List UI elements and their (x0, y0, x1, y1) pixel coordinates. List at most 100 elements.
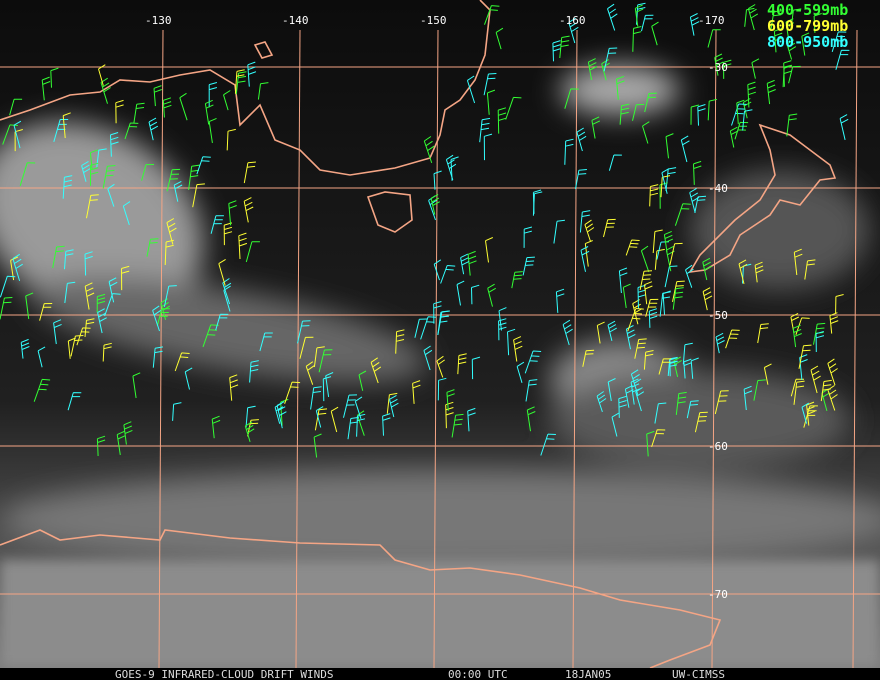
wind-barb (229, 374, 239, 401)
wind-barb (166, 168, 181, 192)
wind-barb (553, 219, 565, 244)
wind-barb (218, 258, 226, 286)
wind-barb (782, 64, 793, 88)
wind-barb (625, 239, 640, 256)
wind-barb (97, 308, 107, 334)
wind-barb (98, 64, 106, 86)
wind-barb (618, 267, 628, 294)
wind-barb (90, 162, 99, 186)
wind-barb (651, 21, 659, 46)
wind-barb (84, 282, 95, 310)
wind-barb (179, 92, 188, 121)
footer-time: 00:00 UTC (448, 668, 508, 680)
wind-barb (166, 218, 177, 245)
wind-barb (152, 305, 161, 332)
wind-barb (667, 356, 678, 376)
wind-barb (757, 323, 769, 344)
wind-barb (686, 400, 699, 419)
wind-barb (584, 219, 595, 242)
wind-barb (682, 342, 693, 365)
wind-barb (196, 156, 211, 175)
wind-barb (804, 259, 816, 280)
wind-barb (747, 81, 756, 108)
footer-source: UW-CIMSS (672, 668, 725, 680)
wind-barb (525, 379, 538, 402)
wind-barb (689, 13, 700, 36)
wind-barb (173, 180, 183, 202)
wind-barb (763, 363, 772, 385)
wind-barb (235, 71, 247, 95)
wind-barb (423, 345, 433, 371)
wind-barb (62, 112, 71, 139)
wind-barb (297, 320, 311, 344)
wind-barb (632, 26, 642, 52)
wind-barb (299, 336, 314, 359)
wind-barb (523, 226, 533, 248)
wind-barb (738, 259, 748, 285)
wind-barb (62, 175, 73, 199)
wind-barb (456, 280, 465, 306)
wind-barb (562, 319, 573, 346)
wind-barb (652, 229, 663, 254)
wind-barb (386, 392, 398, 414)
wind-barb (702, 257, 712, 281)
wind-barb (559, 35, 570, 59)
wind-barb (124, 122, 139, 140)
wind-barb (244, 421, 255, 443)
wind-barb (672, 280, 685, 303)
wind-barb (184, 367, 193, 390)
wind-barb (568, 17, 579, 44)
wind-barb (835, 49, 850, 70)
wind-barb (707, 29, 721, 48)
wind-barb (433, 170, 442, 190)
wind-barb (412, 380, 421, 404)
wind-barb (672, 287, 684, 310)
wind-barb (630, 369, 642, 396)
wind-barb (430, 194, 440, 215)
wind-barb (669, 242, 683, 266)
wind-barb (64, 249, 74, 270)
wind-barb (607, 3, 618, 31)
wind-barb (174, 352, 190, 372)
wind-barb (810, 365, 821, 394)
wind-barb (690, 104, 700, 125)
wind-barb (675, 391, 687, 415)
wind-barb (798, 344, 812, 369)
wind-barb (160, 298, 170, 320)
footer-product: GOES-9 INFRARED-CLOUD DRIFT WINDS (115, 668, 334, 680)
wind-barb (208, 117, 217, 143)
wind-barb (734, 121, 749, 140)
wind-barb (259, 332, 273, 352)
new-zealand (688, 123, 837, 274)
wind-barb (162, 97, 172, 118)
wind-barb (639, 270, 653, 291)
wind-barb (680, 135, 690, 163)
wind-barb (596, 321, 605, 344)
wind-barb (582, 349, 595, 367)
wind-barb (552, 40, 561, 62)
wind-barb (835, 294, 844, 314)
wind-barb (64, 281, 76, 304)
wind-barb (645, 298, 659, 317)
wind-barb (611, 412, 620, 437)
wind-barb (743, 385, 753, 411)
wind-barb (245, 241, 260, 263)
wind-barb (141, 164, 155, 181)
longitude-label: -140 (282, 14, 309, 27)
wind-barb (436, 355, 445, 378)
wind-barb (39, 303, 53, 321)
grid-labels: -130 -140 -150 -160 -170 -30 -40 -50 -60 -70 (145, 14, 728, 601)
wind-barb (284, 381, 301, 404)
wind-barb (641, 14, 654, 32)
wind-barb (257, 82, 269, 100)
wind-barb (84, 251, 93, 276)
wind-barb (644, 92, 657, 113)
wind-barb (211, 415, 221, 439)
wind-barb (466, 75, 476, 104)
wind-barb (788, 65, 801, 84)
wind-barb (107, 183, 115, 207)
wind-barb (325, 372, 334, 397)
wind-barb (731, 103, 747, 126)
wind-barb (486, 89, 496, 115)
